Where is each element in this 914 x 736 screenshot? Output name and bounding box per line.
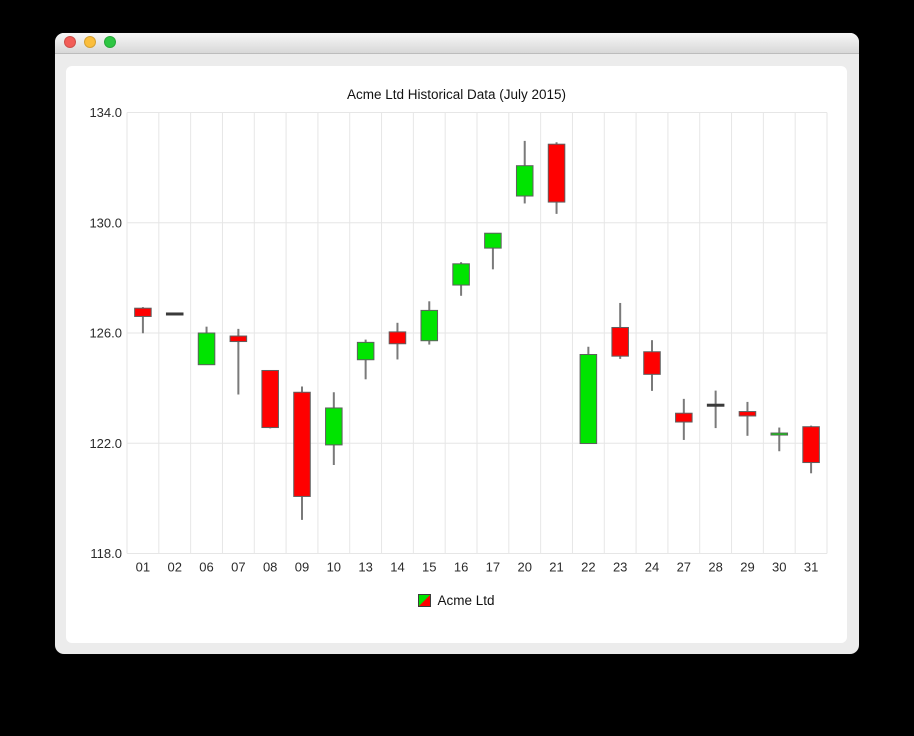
candle-31 xyxy=(802,425,820,474)
x-axis-tick-label: 16 xyxy=(454,560,468,575)
gridlines xyxy=(126,112,828,554)
y-axis-tick-label: 134.0 xyxy=(89,105,122,120)
x-axis-tick-label: 28 xyxy=(708,560,722,575)
x-axis-tick-label: 23 xyxy=(613,560,627,575)
x-axis-tick-label: 17 xyxy=(486,560,500,575)
legend-label: Acme Ltd xyxy=(437,593,495,608)
y-axis-tick-label: 118.0 xyxy=(90,546,122,561)
candle-09 xyxy=(293,386,311,520)
x-axis-tick-label: 14 xyxy=(390,560,404,575)
candle-27 xyxy=(675,398,693,440)
candle-28 xyxy=(706,390,725,429)
candle-02 xyxy=(165,312,184,316)
x-axis-tick-label: 06 xyxy=(199,560,213,575)
x-axis-tick-label: 31 xyxy=(804,560,818,575)
candlestick-legend-marker-icon xyxy=(418,594,432,607)
candlestick-chart: Acme Ltd Historical Data (July 2015) 134… xyxy=(66,66,847,643)
candle-17 xyxy=(484,232,502,270)
x-axis-tick-label: 21 xyxy=(549,560,563,575)
x-axis-labels: 01 02 06 07 08 09 10 13 14 15 16 17 20 21 22 23 24 27 28 29… xyxy=(136,560,819,575)
x-axis-tick-label: 29 xyxy=(740,560,754,575)
candle-20 xyxy=(515,140,534,204)
chart-legend: Acme Ltd xyxy=(66,593,847,608)
candle-01 xyxy=(134,307,152,334)
candle-14 xyxy=(388,322,407,360)
x-axis-tick-label: 24 xyxy=(645,560,659,575)
x-axis-tick-label: 20 xyxy=(517,560,531,575)
candle-22 xyxy=(579,346,598,445)
x-axis-tick-label: 27 xyxy=(677,560,691,575)
candle-08 xyxy=(261,369,279,429)
x-axis-tick-label: 07 xyxy=(231,560,245,575)
y-axis-labels: 134.0 130.0 126.0 122.0 118.0 xyxy=(89,105,122,561)
x-axis-tick-label: 15 xyxy=(422,560,436,575)
x-axis-tick-label: 22 xyxy=(581,560,595,575)
candle-29 xyxy=(738,401,757,436)
x-axis-tick-label: 01 xyxy=(136,560,150,575)
x-axis-tick-label: 10 xyxy=(327,560,341,575)
candle-30 xyxy=(770,427,789,452)
candlestick-series xyxy=(134,140,820,520)
app-window: Acme Ltd Historical Data (July 2015) 134… xyxy=(55,33,859,654)
candle-23 xyxy=(611,302,629,359)
candle-21 xyxy=(547,142,566,214)
y-axis-tick-label: 130.0 xyxy=(89,215,122,230)
chart-plot-area: 134.0 130.0 126.0 122.0 118.0 01 02 06 07 08 09 10 1… xyxy=(89,105,828,575)
y-axis-tick-label: 122.0 xyxy=(89,436,122,451)
x-axis-tick-label: 13 xyxy=(358,560,372,575)
traffic-light-buttons xyxy=(64,36,116,48)
minimize-button[interactable] xyxy=(84,36,96,48)
window-titlebar[interactable] xyxy=(55,33,859,54)
candle-24 xyxy=(643,340,661,391)
x-axis-tick-label: 02 xyxy=(167,560,181,575)
x-axis-tick-label: 09 xyxy=(295,560,309,575)
candle-16 xyxy=(452,262,470,296)
candle-13 xyxy=(356,339,375,380)
x-axis-tick-label: 30 xyxy=(772,560,786,575)
candle-10 xyxy=(325,392,343,466)
y-axis-tick-label: 126.0 xyxy=(89,326,122,341)
candle-15 xyxy=(420,301,439,345)
chart-title: Acme Ltd Historical Data (July 2015) xyxy=(346,87,567,102)
close-button[interactable] xyxy=(64,36,76,48)
zoom-button[interactable] xyxy=(104,36,116,48)
candle-07 xyxy=(229,328,248,395)
x-axis-tick-label: 08 xyxy=(263,560,277,575)
candle-06 xyxy=(197,326,216,366)
